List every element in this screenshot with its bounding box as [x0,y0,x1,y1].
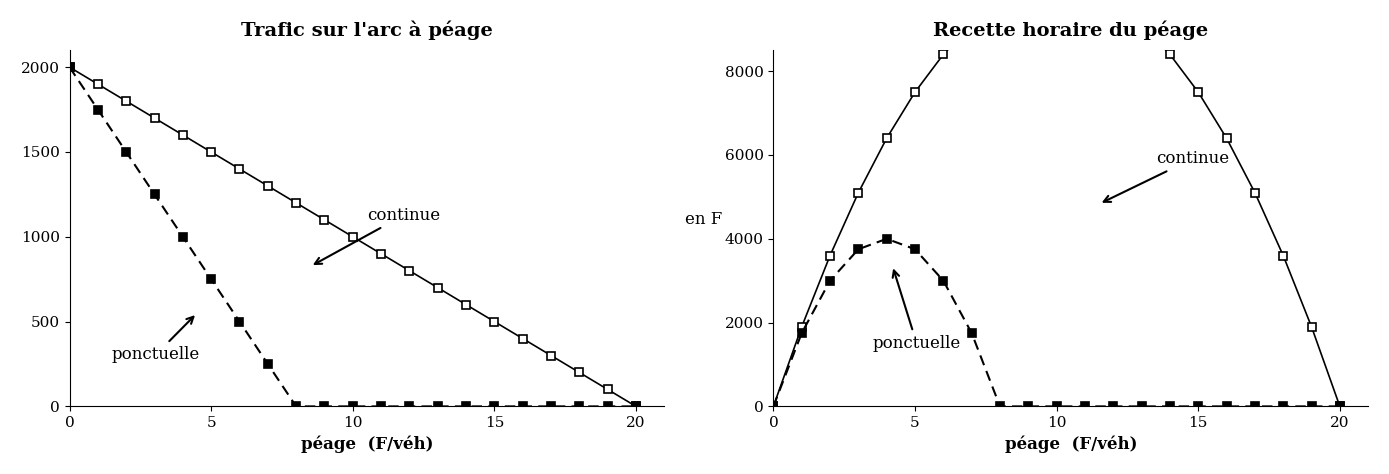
ponctuelle [458,403,475,409]
ponctuelle [89,107,106,112]
continue [344,234,361,240]
ponctuelle [288,403,304,409]
ponctuelle [878,236,895,242]
continue [118,98,135,104]
continue [599,387,615,392]
Title: Recette horaire du péage: Recette horaire du péage [933,21,1208,40]
continue [61,64,78,70]
ponctuelle [793,330,810,336]
ponctuelle [628,403,644,409]
continue [793,324,810,329]
continue [458,302,475,308]
Line: ponctuelle: ponctuelle [770,235,1345,410]
continue [1332,403,1349,409]
ponctuelle [1049,403,1065,409]
ponctuelle [1303,403,1320,409]
continue [317,217,333,223]
ponctuelle [935,278,951,283]
ponctuelle [964,330,981,336]
ponctuelle [486,403,503,409]
X-axis label: péage  (F/véh): péage (F/véh) [1004,436,1138,453]
ponctuelle [372,403,389,409]
Y-axis label: en F: en F [685,211,722,228]
ponctuelle [1133,403,1150,409]
Line: continue: continue [770,0,1345,410]
continue [571,370,588,375]
ponctuelle [599,403,615,409]
continue [486,319,503,324]
ponctuelle [260,361,276,367]
ponctuelle [1332,403,1349,409]
continue [765,403,782,409]
ponctuelle [765,403,782,409]
Title: Trafic sur l'arc à péage: Trafic sur l'arc à péage [242,21,493,40]
ponctuelle [907,246,924,252]
ponctuelle [514,403,531,409]
ponctuelle [1020,403,1036,409]
continue [543,353,560,358]
continue [1133,22,1150,28]
continue [1246,190,1263,196]
continue [372,251,389,256]
continue [628,403,644,409]
Text: ponctuelle: ponctuelle [872,271,961,352]
ponctuelle [1076,403,1093,409]
ponctuelle [1161,403,1178,409]
continue [1104,1,1121,7]
continue [260,183,276,189]
Text: continue: continue [315,207,440,264]
ponctuelle [543,403,560,409]
ponctuelle [231,319,247,324]
continue [514,336,531,341]
continue [1275,253,1292,258]
continue [288,200,304,206]
ponctuelle [146,191,163,197]
ponctuelle [317,403,333,409]
continue [850,190,867,196]
X-axis label: péage  (F/véh): péage (F/véh) [300,436,433,453]
ponctuelle [175,234,192,240]
continue [429,285,446,291]
ponctuelle [344,403,361,409]
Text: continue: continue [1104,150,1229,202]
continue [231,166,247,172]
ponctuelle [1275,403,1292,409]
continue [992,1,1008,7]
ponctuelle [61,64,78,70]
continue [822,253,839,258]
continue [1190,89,1207,95]
continue [964,22,981,28]
ponctuelle [401,403,418,409]
continue [89,82,106,87]
Line: continue: continue [65,63,640,410]
ponctuelle [203,276,219,282]
ponctuelle [850,246,867,252]
continue [935,52,951,57]
continue [1218,136,1235,141]
Line: ponctuelle: ponctuelle [65,63,640,410]
continue [907,89,924,95]
continue [1303,324,1320,329]
ponctuelle [429,403,446,409]
ponctuelle [822,278,839,283]
ponctuelle [992,403,1008,409]
continue [146,115,163,121]
Text: ponctuelle: ponctuelle [113,317,200,363]
ponctuelle [1218,403,1235,409]
continue [203,149,219,155]
continue [401,268,418,273]
continue [1161,52,1178,57]
ponctuelle [1190,403,1207,409]
ponctuelle [571,403,588,409]
ponctuelle [1104,403,1121,409]
continue [175,132,192,138]
continue [878,136,895,141]
ponctuelle [1246,403,1263,409]
ponctuelle [118,149,135,155]
